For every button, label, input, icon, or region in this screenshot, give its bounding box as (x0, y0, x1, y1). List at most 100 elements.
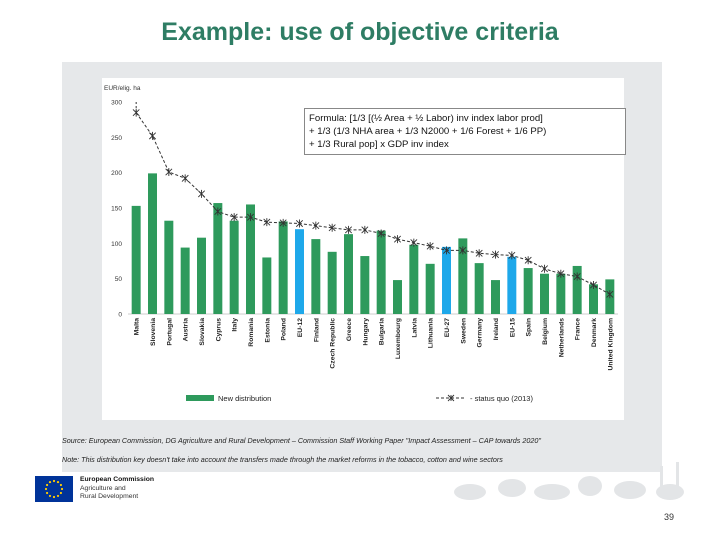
status-quo-marker (377, 229, 385, 238)
status-quo-marker (508, 251, 516, 260)
status-quo-marker (524, 256, 532, 265)
status-quo-marker (573, 272, 581, 281)
x-tick-label: Austria (183, 318, 190, 342)
x-tick-label: Ireland (493, 318, 500, 340)
bar (409, 244, 419, 314)
bar (572, 265, 582, 314)
x-tick-label: Bulgaria (379, 318, 386, 345)
status-quo-marker (148, 131, 157, 140)
bar (540, 273, 549, 314)
status-quo-marker (214, 207, 222, 216)
eu-star (60, 487, 64, 491)
x-tick-label: Spain (526, 318, 533, 337)
x-tick-label: Luxembourg (395, 318, 402, 359)
eu-stars-icon (44, 479, 64, 499)
x-tick-label: Finland (313, 318, 320, 342)
status-quo-marker (361, 225, 369, 234)
status-quo-marker (442, 246, 451, 255)
x-tick-label: Malta (134, 318, 141, 336)
y-tick-label: 50 (115, 276, 123, 283)
y-tick-label: 0 (118, 312, 122, 319)
bar (148, 173, 157, 314)
x-tick-label: Poland (281, 318, 288, 341)
eu-star (52, 495, 56, 499)
x-tick-label: France (575, 318, 582, 341)
footnote: Note: This distribution key doesn't take… (62, 455, 503, 464)
status-quo-marker (312, 221, 320, 230)
bar (295, 229, 304, 314)
x-tick-label: Sweden (460, 318, 467, 344)
status-quo-marker (230, 213, 238, 222)
status-quo-marker (165, 167, 173, 176)
legend-swatch-new (186, 395, 214, 401)
bar (213, 203, 223, 314)
bar (376, 230, 386, 314)
status-quo-marker (393, 235, 402, 244)
eu-flag-logo (35, 476, 73, 502)
bar (360, 256, 370, 314)
y-axis-label: EUR/elig. ha (104, 85, 141, 92)
ec-logo-line3: Rural Development (80, 493, 139, 500)
y-tick-label: 150 (111, 206, 122, 213)
x-tick-label: Germany (477, 318, 484, 348)
x-tick-label: Latvia (411, 318, 418, 338)
ec-logo-text: European Commission Agriculture and Rura… (80, 476, 154, 502)
x-tick-label: EU-15 (509, 318, 516, 337)
status-quo-marker (246, 213, 255, 222)
bar (474, 263, 484, 314)
x-tick-label: Denmark (591, 318, 598, 347)
bar (131, 205, 141, 314)
status-quo-marker (197, 189, 206, 198)
eu-star (52, 479, 56, 483)
x-tick-label: Romania (248, 318, 255, 347)
y-tick-label: 100 (111, 241, 122, 248)
eu-star (59, 483, 63, 487)
x-tick-label: Greece (346, 318, 353, 341)
ec-logo-name: European Commission (80, 476, 155, 483)
ec-logo-line2: Agriculture and (80, 484, 126, 492)
x-tick-label: Italy (232, 318, 239, 332)
x-tick-label: EU-27 (444, 318, 451, 337)
status-quo-marker (263, 218, 271, 227)
bar (344, 234, 353, 314)
x-tick-label: Lithuania (428, 318, 435, 348)
eu-star (56, 494, 60, 498)
eu-star (48, 480, 52, 484)
x-tick-label: Czech Republic (330, 318, 337, 369)
x-tick-label: EU-12 (297, 318, 304, 337)
status-quo-marker (606, 290, 614, 299)
status-quo-marker (540, 264, 549, 273)
eu-star (56, 480, 60, 484)
legend-marker-sq (447, 394, 455, 402)
bar (442, 246, 451, 314)
x-tick-label: Slovakia (199, 318, 206, 346)
y-tick-label: 300 (111, 100, 122, 107)
status-quo-marker (491, 250, 500, 259)
x-tick-label: Belgium (542, 318, 549, 345)
status-quo-marker (557, 269, 565, 278)
bar (229, 220, 239, 314)
bar (589, 284, 598, 314)
bar (458, 238, 468, 314)
status-quo-line (135, 112, 611, 295)
status-quo-marker (459, 246, 467, 255)
x-tick-label: Cyprus (215, 318, 222, 342)
eu-star (44, 487, 48, 491)
bar (491, 280, 500, 314)
bar (393, 280, 402, 314)
x-tick-label: Slovenia (150, 318, 157, 346)
status-quo-marker (344, 225, 353, 234)
bar (164, 220, 174, 314)
eu-star (45, 491, 49, 495)
x-tick-label: Portugal (166, 318, 173, 346)
formula-line-2: + 1/3 (1/3 NHA area + 1/3 N2000 + 1/6 Fo… (309, 126, 547, 137)
bar (197, 237, 206, 314)
source-note: Source: European Commission, DG Agricult… (62, 436, 541, 445)
formula-line-1: Formula: [1/3 [(½ Area + ½ Labor) inv in… (309, 113, 543, 124)
slide-title: Example: use of objective criteria (161, 18, 559, 46)
status-quo-marker (132, 108, 140, 117)
bar (262, 257, 272, 314)
formula-line-3: + 1/3 Rural pop] x GDP inv index (309, 139, 449, 150)
status-quo-marker (328, 223, 336, 232)
bar (425, 263, 435, 314)
